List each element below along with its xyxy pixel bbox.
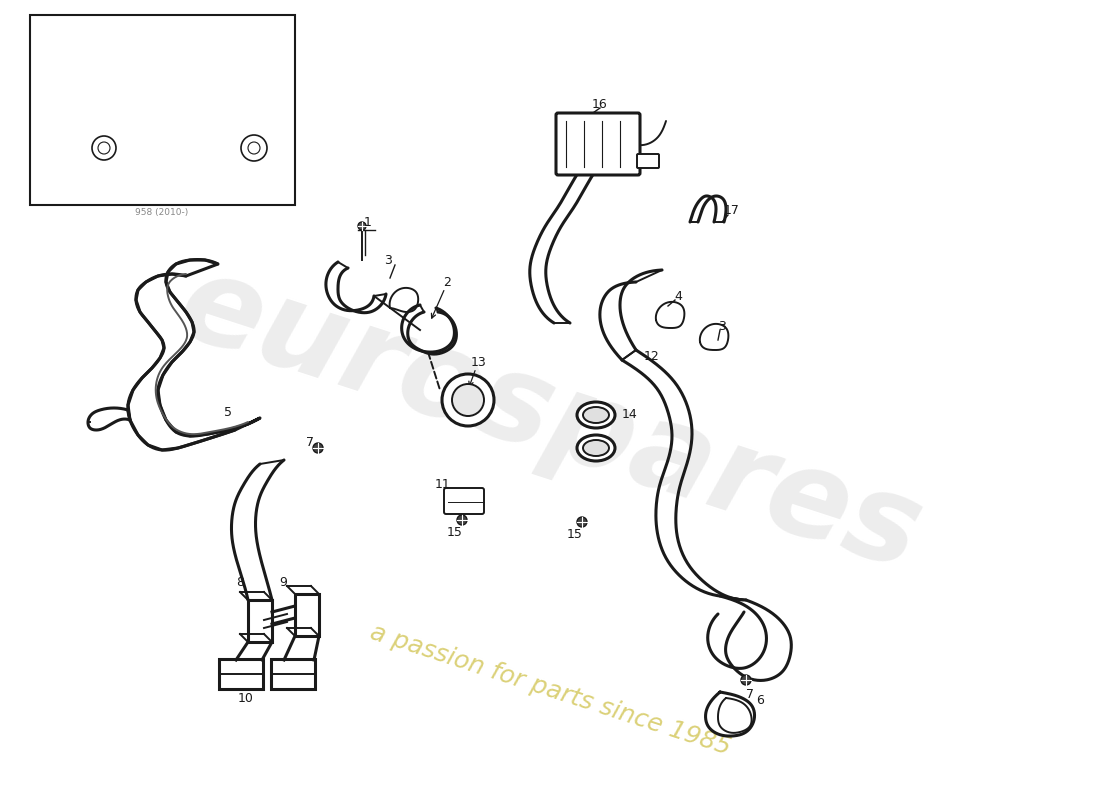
- Text: 11: 11: [436, 478, 451, 490]
- Ellipse shape: [583, 407, 609, 423]
- Circle shape: [452, 384, 484, 416]
- Bar: [295, 594, 319, 636]
- Bar: [82, 140, 101, 152]
- Bar: [30, 15, 295, 205]
- Text: 9: 9: [279, 575, 287, 589]
- Text: 15: 15: [447, 526, 463, 538]
- Ellipse shape: [578, 435, 615, 461]
- Text: 15: 15: [568, 529, 583, 542]
- Text: 14: 14: [623, 409, 638, 422]
- Circle shape: [314, 443, 323, 453]
- Circle shape: [456, 515, 468, 525]
- Text: 5: 5: [224, 406, 232, 418]
- Text: eurospares: eurospares: [165, 245, 935, 595]
- Text: 7: 7: [306, 435, 313, 449]
- FancyBboxPatch shape: [444, 488, 484, 514]
- Text: 17: 17: [724, 203, 740, 217]
- Text: 7: 7: [746, 687, 754, 701]
- Circle shape: [741, 675, 751, 685]
- FancyBboxPatch shape: [637, 154, 659, 168]
- Text: 3: 3: [718, 319, 726, 333]
- Text: 6: 6: [756, 694, 763, 706]
- Ellipse shape: [583, 440, 609, 456]
- Text: 3: 3: [384, 254, 392, 266]
- Circle shape: [358, 222, 366, 230]
- Text: 13: 13: [471, 355, 487, 369]
- FancyBboxPatch shape: [556, 113, 640, 175]
- Text: 4: 4: [674, 290, 682, 302]
- Text: 2: 2: [443, 275, 451, 289]
- Text: 958 (2010-): 958 (2010-): [135, 208, 188, 217]
- Text: 10: 10: [238, 691, 254, 705]
- Ellipse shape: [578, 402, 615, 428]
- FancyBboxPatch shape: [271, 659, 315, 689]
- Bar: [248, 600, 272, 642]
- Text: 16: 16: [592, 98, 608, 110]
- Text: 1: 1: [364, 215, 372, 229]
- Text: a passion for parts since 1985: a passion for parts since 1985: [366, 620, 734, 760]
- Circle shape: [578, 517, 587, 527]
- Circle shape: [442, 374, 494, 426]
- Text: 12: 12: [645, 350, 660, 362]
- Polygon shape: [128, 260, 260, 450]
- FancyBboxPatch shape: [219, 659, 263, 689]
- Text: 8: 8: [236, 575, 244, 589]
